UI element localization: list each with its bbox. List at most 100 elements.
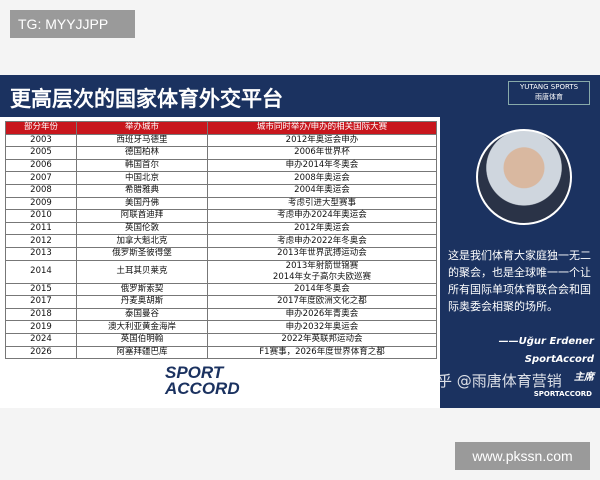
table-row: 2003 西班牙马德里 2012年奥运会申办 <box>5 133 437 148</box>
year-cell: 2011 <box>5 221 77 236</box>
city-cell: 加拿大魁北克 <box>76 234 208 248</box>
event-line: F1赛事，2026年度世界体育之都 <box>259 346 385 357</box>
event-line: 2014年冬奥会 <box>294 283 350 294</box>
table-row: 2008 希腊雅典 2004年奥运会 <box>5 183 437 198</box>
city-cell: 英国伦敦 <box>76 221 208 236</box>
quote-line: 这是我们体育大家庭独一无二 <box>448 249 591 262</box>
quote-line: 的聚会，也是全球唯一一个让 <box>448 266 591 279</box>
city-cell: 土耳其贝莱克 <box>76 259 208 284</box>
table-row: 2012 加拿大魁北克 考虑申办2022年冬奥会 <box>5 234 437 248</box>
attribution-line: ——Uğur Erdener <box>498 336 594 347</box>
city-cell: 阿联酋迪拜 <box>76 209 208 223</box>
year-cell: 2014 <box>5 259 77 284</box>
logo-word: SPORT <box>165 363 224 382</box>
watermark: 知乎 @雨唐体育营销 <box>422 372 562 390</box>
city-cell: 阿塞拜疆巴库 <box>76 345 208 360</box>
city-cell: 泰国曼谷 <box>76 307 208 322</box>
event-line: 2022年英联邦运动会 <box>281 334 363 345</box>
corner-logo: SPORTACCORD <box>533 390 592 398</box>
logo: YUTANG SPORTS 雨唐体育 <box>508 81 590 105</box>
event-cell: 2014年冬奥会 <box>207 282 437 297</box>
event-line: 2013年射箭世锦赛 <box>285 260 359 271</box>
year-cell: 2015 <box>5 282 77 297</box>
city-cell: 韩国首尔 <box>76 158 208 173</box>
table-row: 2007 中国北京 2008年奥运会 <box>5 171 437 185</box>
header-cell: 城市同时举办/申办的相关国际大赛 <box>207 121 437 135</box>
table-row: 2011 英国伦敦 2012年奥运会 <box>5 221 437 236</box>
table-row: 2010 阿联酋迪拜 考虑申办2024年奥运会 <box>5 209 437 223</box>
city-cell: 俄罗斯索契 <box>76 282 208 297</box>
badge: TG: MYYJJPP <box>10 10 135 38</box>
event-line: 2014年女子高尔夫欧巡赛 <box>272 271 372 282</box>
event-line: 考虑申办2024年奥运会 <box>277 210 367 221</box>
table-row: 2015 俄罗斯索契 2014年冬奥会 <box>5 282 437 297</box>
quote: 这是我们体育大家庭独一无二 的聚会，也是全球唯一一个让 所有国际单项体育联合会和国际… <box>448 247 598 315</box>
year-cell: 2018 <box>5 307 77 322</box>
year-cell: 2026 <box>5 345 77 360</box>
table-row: 2024 英国伯明翰 2022年英联邦运动会 <box>5 332 437 347</box>
city-cell: 丹麦奥胡斯 <box>76 295 208 309</box>
year-cell: 2007 <box>5 171 77 185</box>
year-cell: 2006 <box>5 158 77 173</box>
event-line: 2012年奥运会申办 <box>285 134 359 145</box>
year-cell: 2008 <box>5 183 77 198</box>
year-cell: 2024 <box>5 332 77 347</box>
city-cell: 澳大利亚黄金海岸 <box>76 320 208 334</box>
logo-word: ACCORD <box>165 379 240 398</box>
event-cell: 考虑申办2024年奥运会 <box>207 209 437 223</box>
table-row: 2017 丹麦奥胡斯 2017年度欧洲文化之都 <box>5 295 437 309</box>
event-cell: 考虑引进大型赛事 <box>207 196 437 211</box>
event-cell: 申办2032年奥运会 <box>207 320 437 334</box>
year-cell: 2017 <box>5 295 77 309</box>
city-cell: 西班牙马德里 <box>76 133 208 148</box>
header-cell: 举办城市 <box>76 121 208 135</box>
table-row: 2009 美国丹佛 考虑引进大型赛事 <box>5 196 437 211</box>
year-cell: 2005 <box>5 146 77 160</box>
event-line: 2012年奥运会 <box>294 223 350 234</box>
event-cell: 2006年世界杯 <box>207 146 437 160</box>
slide: 更高层次的国家体育外交平台 YUTANG SPORTS 雨唐体育 部分年份 举办城… <box>0 75 600 408</box>
city-cell: 俄罗斯圣彼得堡 <box>76 246 208 261</box>
slide-title: 更高层次的国家体育外交平台 <box>10 87 283 111</box>
year-cell: 2012 <box>5 234 77 248</box>
table-panel: 部分年份 举办城市 城市同时举办/申办的相关国际大赛 2003 西班牙马德里 2012年奥… <box>0 117 440 408</box>
event-cell: 2013年世界武搏运动会 <box>207 246 437 261</box>
city-cell: 中国北京 <box>76 171 208 185</box>
event-cell: 2017年度欧洲文化之都 <box>207 295 437 309</box>
table-row: 2014 土耳其贝莱克 2013年射箭世锦赛 2014年女子高尔夫欧巡赛 <box>5 259 437 284</box>
attribution-line: SportAccord <box>524 354 594 365</box>
logo-name: YUTANG SPORTS <box>519 83 579 91</box>
attribution-line: 主席 <box>574 372 594 383</box>
event-cell: 2013年射箭世锦赛 2014年女子高尔夫欧巡赛 <box>207 259 437 284</box>
city-cell: 英国伯明翰 <box>76 332 208 347</box>
city-cell: 希腊雅典 <box>76 183 208 198</box>
attribution: ——Uğur Erdener SportAccord 主席 <box>499 333 594 387</box>
event-cell: 申办2026年青奥会 <box>207 307 437 322</box>
year-cell: 2019 <box>5 320 77 334</box>
year-cell: 2010 <box>5 209 77 223</box>
quote-line: 际奥委会相聚的场所。 <box>448 300 558 313</box>
table-row: 2018 泰国曼谷 申办2026年青奥会 <box>5 307 437 322</box>
event-line: 2006年世界杯 <box>294 147 350 158</box>
portrait <box>476 129 572 225</box>
event-cell: 2008年奥运会 <box>207 171 437 185</box>
year-cell: 2003 <box>5 133 77 148</box>
city-cell: 德国柏林 <box>76 146 208 160</box>
site-badge: www.pkssn.com <box>455 442 590 470</box>
event-cell: 2012年奥运会申办 <box>207 133 437 148</box>
table-row: 2006 韩国首尔 申办2014年冬奥会 <box>5 158 437 173</box>
year-cell: 2009 <box>5 196 77 211</box>
event-cell: 2012年奥运会 <box>207 221 437 236</box>
event-line: 2017年度欧洲文化之都 <box>277 296 367 307</box>
event-line: 申办2026年青奥会 <box>285 309 359 320</box>
logo-cn: 雨唐体育 <box>535 93 563 101</box>
event-line: 考虑申办2022年冬奥会 <box>277 235 367 246</box>
event-line: 2008年奥运会 <box>294 172 350 183</box>
event-line: 考虑引进大型赛事 <box>287 197 356 208</box>
city-cell: 美国丹佛 <box>76 196 208 211</box>
event-cell: 2004年奥运会 <box>207 183 437 198</box>
event-cell: 申办2014年冬奥会 <box>207 158 437 173</box>
event-cell: 考虑申办2022年冬奥会 <box>207 234 437 248</box>
header-row: 部分年份 举办城市 城市同时举办/申办的相关国际大赛 <box>5 121 437 135</box>
